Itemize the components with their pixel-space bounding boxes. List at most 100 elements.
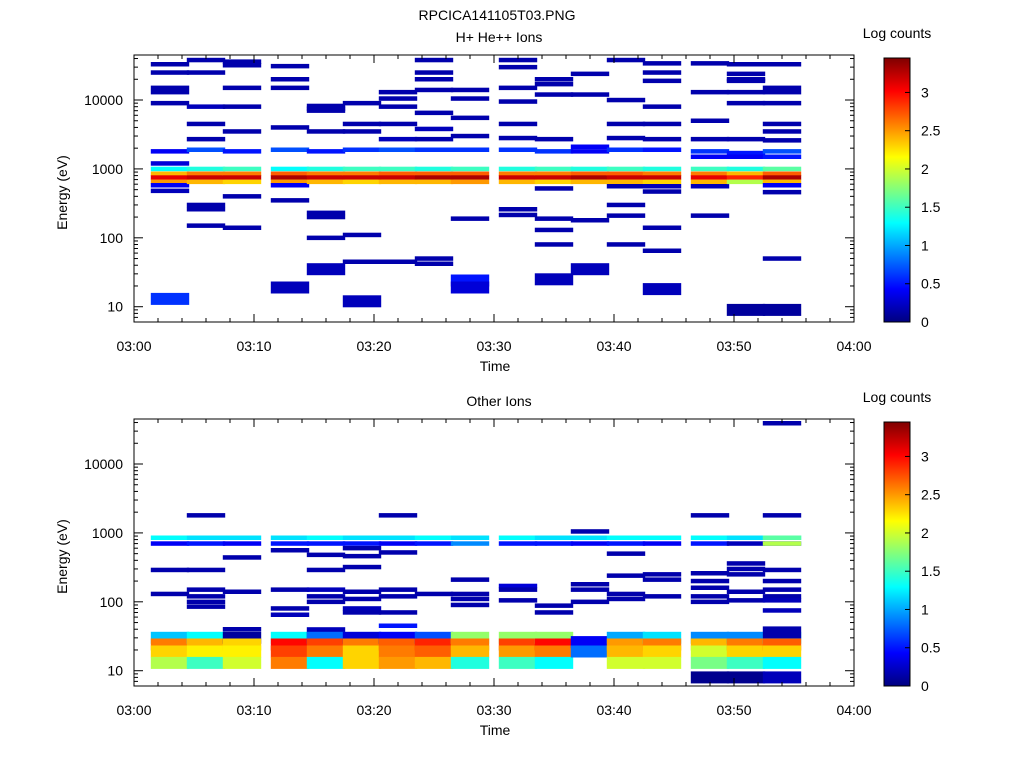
heatmap-cell: [762, 183, 802, 188]
heatmap-cell: [270, 179, 310, 185]
heatmap-cell: [186, 604, 226, 609]
heatmap-cell: [534, 186, 574, 191]
heatmap-cell: [498, 135, 538, 141]
heatmap-cell: [450, 591, 490, 597]
heatmap-cell: [606, 135, 646, 141]
heatmap-cell: [498, 179, 538, 185]
heatmap-cell: [306, 594, 346, 599]
colorbar-label: Log counts: [863, 25, 932, 41]
heatmap-cell: [450, 281, 490, 294]
heatmap-cell: [270, 125, 310, 130]
colorbar-tick-label: 2: [921, 161, 929, 177]
heatmap-cell: [534, 171, 574, 176]
heatmap-cell: [642, 645, 682, 658]
heatmap-cell: [570, 175, 610, 180]
colorbar: [883, 421, 911, 687]
heatmap-cell: [150, 149, 190, 154]
heatmap-cell: [498, 99, 538, 104]
heatmap-cell: [342, 645, 382, 658]
heatmap-cell: [222, 175, 262, 180]
heatmap-cell: [378, 179, 418, 185]
heatmap-cell: [726, 179, 766, 185]
heatmap-cell: [498, 85, 538, 91]
heatmap-cell: [726, 100, 766, 106]
heatmap-cell: [762, 62, 802, 67]
heatmap-cell: [498, 175, 538, 180]
heatmap-cell: [762, 154, 802, 159]
heatmap-cell: [534, 541, 574, 546]
heatmap-cell: [762, 179, 802, 185]
heatmap-cell: [606, 179, 646, 185]
heatmap-cell: [342, 596, 382, 602]
heatmap-cell: [726, 566, 766, 572]
colorbar-label: Log counts: [863, 389, 932, 405]
heatmap-cell: [606, 175, 646, 180]
heatmap-cell: [186, 121, 226, 127]
heatmap-cell: [450, 645, 490, 658]
heatmap-cell: [306, 179, 346, 185]
heatmap-cell: [762, 656, 802, 669]
heatmap-cell: [186, 179, 226, 185]
heatmap-cell: [570, 587, 610, 592]
heatmap-cell: [726, 154, 766, 159]
heatmap-cell: [762, 608, 802, 613]
heatmap-cell: [762, 85, 802, 91]
heatmap-cell: [690, 535, 730, 540]
heatmap-cell: [450, 171, 490, 176]
heatmap-cell: [534, 273, 574, 286]
heatmap-cell: [270, 171, 310, 176]
heatmap-cell: [306, 171, 346, 176]
heatmap-cell: [378, 594, 418, 599]
heatmap-cell: [642, 61, 682, 66]
heatmap-cell: [762, 256, 802, 261]
heatmap-cell: [150, 535, 190, 540]
heatmap-cell: [414, 261, 454, 266]
heatmap-cell: [378, 259, 418, 264]
heatmap-cell: [690, 578, 730, 584]
heatmap-cell: [342, 259, 382, 264]
heatmap-cell: [726, 561, 766, 566]
heatmap-cell: [450, 87, 490, 93]
heatmap-cell: [534, 92, 574, 97]
heatmap-cell: [222, 555, 262, 560]
heatmap-cell: [222, 645, 262, 658]
heatmap-cell: [570, 144, 610, 149]
heatmap-cell: [690, 656, 730, 669]
heatmap-cell: [414, 171, 454, 176]
heatmap-cell: [378, 645, 418, 658]
heatmap-cell: [150, 62, 190, 67]
heatmap-cell: [498, 207, 538, 212]
heatmap-cell: [450, 535, 490, 540]
x-tick-label: 03:00: [116, 338, 151, 354]
heatmap-cell: [342, 610, 382, 615]
plot-frame: [133, 54, 855, 323]
heatmap-cell: [498, 171, 538, 176]
heatmap-cell: [534, 535, 574, 540]
heatmap-cell: [690, 166, 730, 172]
heatmap-cell: [378, 656, 418, 669]
heatmap-cell: [186, 147, 226, 152]
heatmap-cell: [642, 656, 682, 669]
heatmap-cell: [222, 104, 262, 109]
heatmap-cell: [306, 175, 346, 180]
heatmap-cell: [270, 85, 310, 91]
heatmap-cell: [150, 175, 190, 180]
heatmap-cell: [642, 121, 682, 127]
heatmap-cell: [270, 281, 310, 294]
heatmap-cell: [186, 202, 226, 208]
heatmap-cell: [378, 587, 418, 592]
heatmap-cell: [606, 596, 646, 602]
heatmap-cell: [414, 179, 454, 185]
heatmap-cell: [450, 133, 490, 139]
heatmap-cell: [342, 535, 382, 540]
heatmap-cell: [306, 541, 346, 546]
heatmap-cell: [606, 591, 646, 597]
colorbar-tick-label: 3: [921, 84, 929, 100]
heatmap-cell: [414, 256, 454, 261]
heatmap-cell: [570, 218, 610, 223]
heatmap-cell: [378, 550, 418, 555]
colorbar-tick-label: 0.5: [921, 640, 941, 656]
heatmap-cell: [306, 214, 346, 220]
heatmap-cell: [726, 645, 766, 658]
heatmap-cell: [306, 149, 346, 154]
